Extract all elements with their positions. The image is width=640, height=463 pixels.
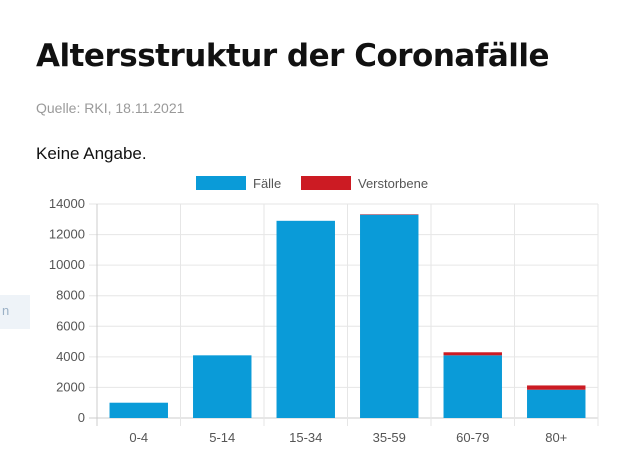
chart-title: Altersstruktur der Coronafälle: [36, 38, 550, 74]
y-tick-label: 14000: [49, 196, 85, 211]
source-note: Quelle: RKI, 18.11.2021: [36, 100, 185, 116]
chart-bars: [109, 214, 586, 418]
y-tick-label: 12000: [49, 227, 85, 242]
chart-legend[interactable]: Fälle Verstorbene: [196, 176, 428, 191]
x-tick-label: 15-34: [289, 430, 322, 445]
x-axis-labels: 0-4 5-14 15-34 35-59 60-79 80+: [129, 430, 567, 445]
bar-faelle: [443, 355, 502, 418]
legend-item-verstorbene-label: Verstorbene: [358, 176, 428, 191]
y-tick-label: 10000: [49, 257, 85, 272]
bar-faelle: [527, 389, 586, 418]
legend-item-faelle-swatch: [196, 176, 246, 190]
bar-faelle: [193, 355, 252, 418]
bar-verstorbene: [527, 385, 586, 390]
x-tick-label: 60-79: [456, 430, 489, 445]
side-panel-glyph: n: [2, 303, 10, 318]
bar-faelle: [109, 402, 168, 418]
bar-verstorbene: [443, 352, 502, 356]
x-tick-label: 0-4: [129, 430, 148, 445]
x-tick-label: 35-59: [373, 430, 406, 445]
y-tick-label: 4000: [56, 349, 85, 364]
chart-grid: [89, 203, 599, 426]
legend-item-faelle-label: Fälle: [253, 176, 281, 191]
side-panel-edge[interactable]: n: [0, 295, 30, 329]
y-tick-label: 6000: [56, 318, 85, 333]
y-tick-label: 8000: [56, 288, 85, 303]
y-tick-label: 0: [78, 410, 85, 425]
y-tick-label: 2000: [56, 379, 85, 394]
y-axis-labels: 0 2000 4000 6000 8000 10000 12000 14000: [49, 196, 85, 425]
note-text: Keine Angabe.: [36, 144, 147, 163]
x-tick-label: 80+: [545, 430, 567, 445]
legend-item-verstorbene-swatch: [301, 176, 351, 190]
bar-faelle: [276, 220, 335, 418]
bar-faelle: [360, 214, 419, 418]
x-tick-label: 5-14: [209, 430, 235, 445]
